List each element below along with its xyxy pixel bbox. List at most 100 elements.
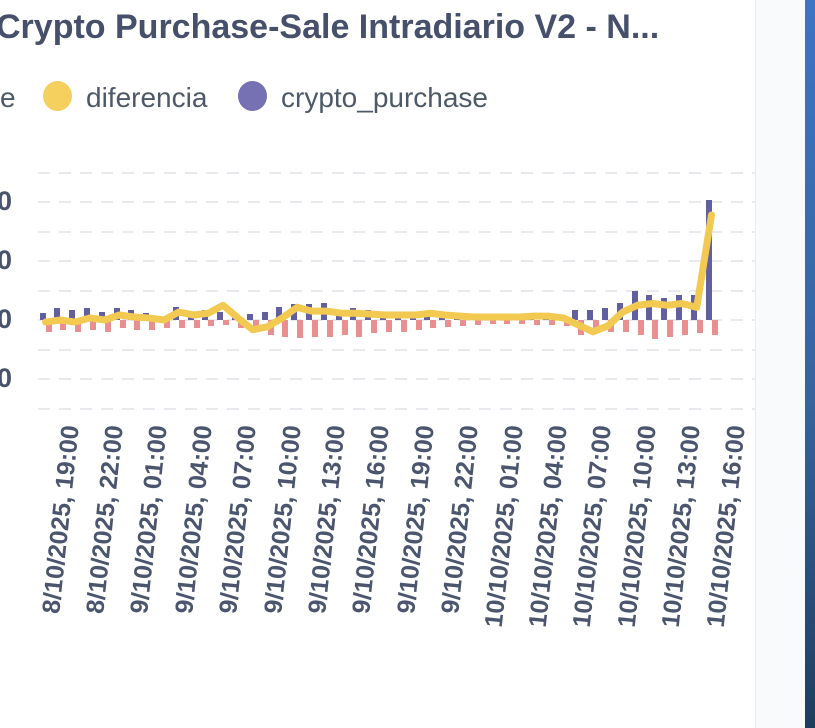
crypto-purchase-bar	[616, 303, 623, 320]
crypto-sale-bar	[430, 320, 437, 328]
crypto-sale-bar	[297, 320, 304, 338]
crypto-purchase-bar	[379, 313, 386, 320]
crypto-sale-bar	[563, 320, 570, 326]
crypto-sale-bar	[696, 320, 703, 333]
gridline	[38, 407, 756, 410]
crypto-sale-bar	[282, 320, 289, 337]
crypto-purchase-bar	[187, 312, 194, 320]
crypto-sale-bar	[356, 320, 363, 337]
chart-legend: e diferencia crypto_purchase	[0, 80, 760, 114]
crypto-sale-bar	[681, 320, 688, 335]
crypto-sale-bar	[489, 320, 496, 324]
legend-item-clipped-sale-label[interactable]: e	[0, 82, 16, 113]
crypto-sale-bar	[341, 320, 348, 335]
gridline	[38, 171, 756, 174]
crypto-sale-bar	[134, 320, 141, 330]
crypto-purchase-bar	[172, 307, 179, 320]
crypto-purchase-bar	[365, 310, 372, 320]
crypto-sale-bar	[385, 320, 392, 332]
crypto-purchase-bar	[54, 308, 61, 320]
crypto-purchase-bar	[69, 310, 76, 320]
crypto-purchase-bar	[690, 295, 697, 320]
crypto-purchase-bar	[261, 312, 268, 320]
crypto-purchase-bar	[202, 310, 209, 320]
y-axis-tick-label: 0	[0, 304, 13, 334]
crypto-sale-bar	[252, 320, 259, 330]
gridline	[38, 260, 756, 262]
crypto-sale-bar	[652, 320, 659, 340]
crypto-sale-bar	[533, 320, 540, 325]
crypto-sale-bar	[578, 320, 585, 335]
crypto-purchase-bar	[394, 313, 401, 320]
crypto-purchase-bar	[350, 308, 357, 320]
crypto-sale-bar	[548, 320, 555, 325]
crypto-sale-bar	[519, 320, 526, 324]
vertical-scrollbar[interactable]	[805, 0, 815, 728]
crypto-sale-bar	[163, 320, 170, 328]
crypto-purchase-bar	[705, 200, 712, 320]
crypto-sale-bar	[474, 320, 481, 325]
y-axis-tick-label: 0	[0, 186, 13, 216]
crypto-sale-bar	[193, 320, 200, 328]
page-title: Crypto Purchase-Sale Intradiario V2 - N.…	[0, 8, 660, 46]
crypto-purchase-bar	[143, 313, 150, 320]
crypto-sale-bar	[711, 320, 718, 335]
crypto-sale-bar	[400, 320, 407, 332]
crypto-sale-bar	[607, 320, 614, 332]
crypto-sale-bar	[119, 320, 126, 328]
crypto-sale-bar	[60, 320, 67, 330]
gridline	[38, 289, 756, 292]
crypto-sale-bar	[104, 320, 111, 332]
crypto-purchase-bar	[661, 297, 668, 320]
crypto-purchase-bar	[276, 307, 283, 320]
crypto-sale-bar	[371, 320, 378, 333]
crypto-sale-bar	[178, 320, 185, 328]
crypto-purchase-bar	[424, 313, 431, 320]
crypto-purchase-bar	[601, 308, 608, 320]
crypto-sale-bar	[593, 320, 600, 332]
crypto-sale-bar	[667, 320, 674, 337]
crypto-sale-bar	[415, 320, 422, 330]
right-side-panel	[755, 0, 805, 728]
crypto-purchase-bar	[335, 310, 342, 320]
crypto-purchase-bar	[128, 310, 135, 320]
crypto-purchase-bar	[305, 304, 312, 320]
crypto-sale-bar	[267, 320, 274, 335]
crypto-sale-bar	[504, 320, 511, 324]
y-axis-tick-label: 0	[0, 245, 13, 275]
crypto-sale-bar	[445, 320, 452, 327]
crypto-purchase-bar	[83, 308, 90, 320]
crypto-sale-bar	[223, 320, 230, 325]
crypto-sale-bar	[75, 320, 82, 332]
crypto-purchase-bar	[631, 290, 638, 320]
legend-crypto-purchase-dot-icon[interactable]	[238, 81, 267, 111]
crypto-purchase-bar	[646, 295, 653, 320]
crypto-purchase-bar	[291, 304, 298, 320]
crypto-purchase-bar	[39, 313, 46, 320]
crypto-purchase-bar	[217, 312, 224, 320]
crypto-sale-bar	[149, 320, 156, 330]
crypto-sale-bar	[459, 320, 466, 326]
legend-item-diferencia[interactable]: diferencia	[86, 82, 208, 113]
crypto-sale-bar	[208, 320, 215, 326]
legend-item-crypto-purchase[interactable]: crypto_purchase	[281, 82, 489, 113]
crypto-purchase-bar	[572, 310, 579, 320]
gridline	[38, 201, 756, 203]
crypto-sale-bar	[89, 320, 96, 330]
crypto-purchase-bar	[587, 310, 594, 320]
crypto-purchase-bar	[675, 295, 682, 320]
gridline	[38, 378, 756, 380]
crypto-sale-bar	[311, 320, 318, 337]
y-axis-tick-label: 0	[0, 363, 13, 393]
legend-diferencia-dot-icon[interactable]	[43, 81, 72, 111]
x-axis-tick-label: 10/10/2025, 16:00	[701, 424, 751, 629]
crypto-purchase-bar	[113, 308, 120, 320]
crypto-sale-bar	[622, 320, 629, 332]
crypto-purchase-bar	[98, 312, 105, 320]
crypto-sale-bar	[237, 320, 244, 328]
gridline	[38, 230, 756, 233]
gridline	[38, 348, 756, 351]
crypto-purchase-bar	[320, 303, 327, 320]
crypto-sale-bar	[45, 320, 52, 332]
crypto-sale-bar	[326, 320, 333, 337]
